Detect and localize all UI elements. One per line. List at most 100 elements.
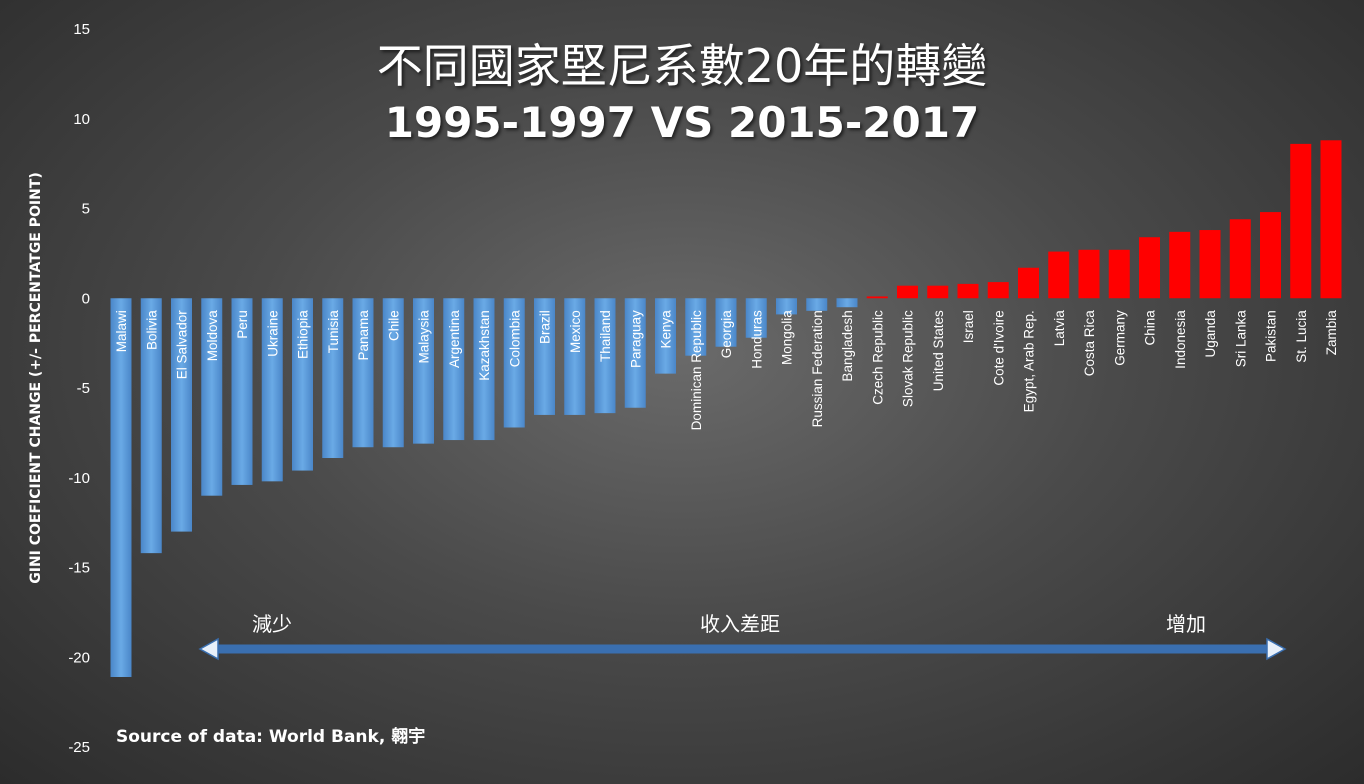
category-label: Pakistan [1264,310,1279,362]
arrow-head-left [198,637,219,661]
bar [171,298,192,532]
y-tick-label: -15 [68,560,90,577]
bar [594,298,616,414]
category-label: Dominican Republic [689,310,704,430]
y-tick-label: -25 [68,739,90,756]
category-label: Uganda [1203,310,1218,358]
category-label: Egypt, Arab Rep. [1022,310,1037,412]
bar [1048,251,1070,299]
category-label: Georgia [719,310,734,359]
bar [292,298,313,471]
category-label: Latvia [1052,310,1067,347]
category-label: Costa Rica [1082,310,1097,377]
y-tick-label: 15 [73,21,90,38]
category-label: Czech Republic [870,310,885,405]
category-label: Tunisia [326,310,341,354]
bar [836,298,858,308]
category-label: Kenya [659,310,674,349]
category-label: China [1143,310,1158,346]
category-label: Colombia [507,310,522,368]
category-label: Honduras [749,310,764,369]
annotation-increase: 增加 [1166,612,1206,636]
source-note: Source of data: World Bank, 翱宇 [116,727,426,747]
bar [110,298,132,677]
bar [927,285,949,299]
bar [624,298,646,408]
category-label: Zambia [1324,310,1339,356]
category-label: Chile [386,310,401,341]
category-labels: Malawi Bolivia El Salvador Moldova Peru Ukrai… [114,310,1339,431]
bar [715,298,737,347]
annotation-income-gap: 收入差距 [700,612,780,636]
category-label: Indonesia [1173,310,1188,369]
category-label: Argentina [447,310,462,368]
bar [685,298,707,356]
bar [1320,140,1342,299]
bar [322,298,344,459]
bar [352,298,374,448]
annotation-decrease: 減少 [252,612,292,636]
bar [1260,212,1281,299]
chart-title: 不同國家堅尼系數20年的轉變 [376,39,988,93]
bar [655,298,676,374]
category-label: Moldova [205,310,220,362]
y-tick-label: 5 [82,201,90,218]
bar [1018,267,1039,299]
y-tick-label: -10 [68,470,90,487]
bar [503,298,525,428]
y-axis: 15 10 5 0 -5 -10 -15 -20 -25 [68,21,90,756]
bar [443,298,465,441]
y-tick-label: 0 [82,290,90,307]
category-label: Russian Federation [810,310,825,427]
bar [1078,249,1100,299]
category-label: Paraguay [628,310,643,368]
bar [776,298,797,315]
category-label: Mexico [568,310,583,353]
category-label: Israel [961,310,976,343]
bar [1290,143,1312,299]
y-axis-label: GINI COEFICIENT CHANGE (+/- PERCENTATGE … [28,172,44,584]
chart-subtitle: 1995-1997 VS 2015-2017 [384,98,980,147]
bar [140,298,162,554]
category-label: Slovak Republic [901,310,916,407]
category-label: Sri Lanka [1233,310,1248,368]
category-label: Kazakhstan [477,310,492,381]
bar [201,298,223,496]
category-label: United States [931,310,946,391]
y-tick-label: -20 [68,649,90,666]
category-label: Malawi [114,310,129,352]
category-label: St. Lucia [1294,310,1309,363]
category-label: El Salvador [175,310,190,380]
category-label: Ukraine [265,310,280,357]
category-label: Bolivia [144,310,159,350]
category-label: Thailand [598,310,613,362]
bar [382,298,404,448]
bar [897,285,918,299]
y-tick-label: 10 [73,111,90,128]
bar [564,298,586,415]
category-label: Germany [1112,310,1127,366]
bar [534,298,555,415]
y-tick-label: -5 [77,380,90,397]
bar [231,298,253,485]
bar [987,282,1009,299]
bar [1229,219,1251,299]
bar [1139,237,1160,299]
bar [745,298,767,338]
category-label: Peru [235,310,250,339]
bars [110,140,1342,677]
category-label: Brazil [538,310,553,344]
bar [1169,231,1191,299]
bar [1108,249,1130,299]
bar [473,298,495,441]
category-label: Bangladesh [840,310,855,381]
category-label: Panama [356,310,371,361]
bar [261,298,283,482]
arrow-head-right [1266,637,1287,661]
category-label: Malaysia [417,310,432,364]
range-arrow [198,637,1287,661]
bar [413,298,434,444]
category-label: Ethiopia [296,310,311,359]
bar [866,296,888,299]
